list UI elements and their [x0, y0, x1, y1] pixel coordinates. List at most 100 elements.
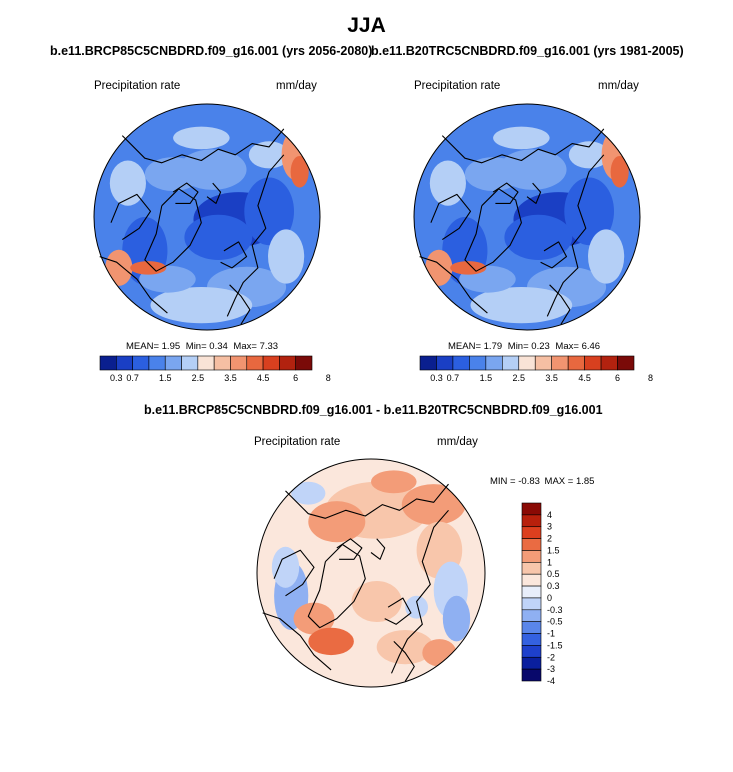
colorbar-tick-label-5: 4.5 [578, 373, 591, 383]
precip-region-7 [442, 595, 471, 642]
colorbar-tick-label-7: 8 [326, 373, 331, 383]
coastline-3 [273, 549, 315, 597]
colorbar-tick-label-6: 6 [293, 373, 298, 383]
coastline-4 [492, 182, 519, 204]
colorbar-box-0 [419, 355, 437, 371]
colorbar-box-5 [502, 355, 520, 371]
difference-colorbar: 4 3 21.5 1 0.5 0.3 0 -0.3 -0.5 -1-1.5 -2 -3 -4 [521, 502, 563, 686]
panel2-max-value: 6.46 [581, 341, 601, 352]
coastline-6 [549, 284, 571, 325]
colorbar-box-4 [164, 355, 182, 371]
precip-region-5 [271, 546, 300, 588]
colorbar-tick-label-3: 1.5 [547, 545, 560, 555]
panel3-title: b.e11.BRCP85C5CNBDRD.f09_g16.001 - b.e11… [144, 403, 603, 417]
coastline-0 [121, 128, 285, 164]
colorbar-box-12 [617, 355, 635, 371]
colorbar-tick-label-12: -2 [547, 652, 555, 662]
panel1-mean-value: 1.95 [161, 341, 181, 352]
colorbar-box-0 [521, 502, 542, 516]
precip-region-2 [401, 484, 466, 526]
precip-region-10 [376, 630, 434, 665]
coastline-2 [464, 188, 522, 272]
precip-region-5 [564, 177, 615, 246]
coastline-3 [110, 193, 152, 241]
panel3-stats: MIN = -0.83 MAX = 1.85 [490, 476, 594, 487]
precip-region-9 [248, 141, 290, 169]
coastline-2 [144, 188, 202, 272]
colorbar-box-14 [521, 668, 542, 682]
colorbar-tick-label-11: -1.5 [547, 640, 563, 650]
colorbar-box-3 [469, 355, 487, 371]
colorbar-tick-label-14: -4 [547, 676, 555, 686]
colorbar-tick-label-1: 0.7 [126, 373, 139, 383]
colorbar-box-12 [295, 355, 313, 371]
colorbar-box-0 [99, 355, 117, 371]
difference-map [257, 459, 485, 687]
precip-region-1 [308, 501, 366, 543]
panel3-max-label: MAX = [544, 476, 574, 487]
panel1-max-value: 7.33 [259, 341, 279, 352]
coastline-7 [262, 612, 332, 671]
colorbar-tick-label-13: -3 [547, 664, 555, 674]
precip-region-5 [244, 177, 295, 246]
colorbar-tick-label-0: 0.3 [110, 373, 123, 383]
panel2-min-label: Min= [507, 341, 529, 352]
colorbar-box-1 [521, 514, 542, 528]
colorbar-box-10 [584, 355, 602, 371]
precip-region-9 [568, 141, 610, 169]
future-coastlines [93, 103, 321, 331]
colorbar-box-5 [521, 562, 542, 575]
colorbar-box-8 [521, 597, 542, 611]
colorbar-tick-label-7: 0 [547, 593, 552, 603]
colorbar-box-7 [534, 355, 552, 371]
precip-region-15 [268, 229, 305, 284]
colorbar-box-4 [485, 355, 503, 371]
panel2-mean-label: MEAN= [448, 341, 481, 352]
colorbar-tick-label-0: 4 [547, 510, 552, 520]
colorbar-tick-label-3: 2.5 [513, 373, 526, 383]
panel3-variable: Precipitation rate [254, 436, 341, 448]
colorbar-box-4 [521, 550, 542, 563]
colorbar-box-5 [181, 355, 199, 371]
coastline-4 [336, 538, 363, 560]
colorbar-tick-label-2: 1.5 [480, 373, 493, 383]
colorbar-tick-label-5: 0.5 [547, 569, 560, 579]
coastline-6 [393, 641, 415, 682]
panel2-title: b.e11.B20TRC5CNBDRD.f09_g16.001 (yrs 198… [371, 44, 684, 58]
colorbar-tick-label-1: 0.7 [447, 373, 460, 383]
panel1-min-value: 0.34 [209, 341, 228, 352]
precip-region-4 [150, 287, 253, 324]
precip-region-7 [184, 214, 253, 260]
colorbar-box-11 [600, 355, 618, 371]
historical-coastlines [413, 103, 641, 331]
colorbar-box-8 [551, 355, 569, 371]
precip-region-14 [371, 470, 417, 494]
precip-region-2 [144, 157, 202, 192]
colorbar-box-11 [521, 633, 542, 646]
panel1-variable: Precipitation rate [94, 80, 181, 92]
colorbar-box-1 [436, 355, 454, 371]
coastline-3 [430, 193, 472, 241]
panel1-units: mm/day [276, 80, 317, 92]
colorbar-tick-label-1: 3 [547, 522, 552, 532]
panel2-max-label: Max= [555, 341, 579, 352]
precip-region-12 [351, 580, 402, 623]
colorbar-box-2 [132, 355, 150, 371]
panel2-min-value: 0.23 [531, 341, 550, 352]
coastline-7 [99, 256, 168, 314]
panel2-variable: Precipitation rate [414, 80, 501, 92]
map-boundary [256, 458, 486, 688]
colorbar-box-7 [521, 585, 542, 599]
precip-region-10 [173, 126, 230, 150]
colorbar-box-2 [521, 526, 542, 539]
colorbar-tick-label-3: 2.5 [192, 373, 205, 383]
colorbar-box-6 [197, 355, 215, 371]
panel1-mean-label: MEAN= [126, 341, 159, 352]
panel1-stats: MEAN= 1.95 Min= 0.34 Max= 7.33 [126, 341, 278, 352]
colorbar-box-6 [518, 355, 536, 371]
colorbar-box-7 [213, 355, 231, 371]
historical-map [414, 104, 640, 330]
panel2-mean-value: 1.79 [483, 341, 503, 352]
colorbar-box-12 [521, 645, 542, 658]
colorbar-tick-label-7: 8 [648, 373, 653, 383]
